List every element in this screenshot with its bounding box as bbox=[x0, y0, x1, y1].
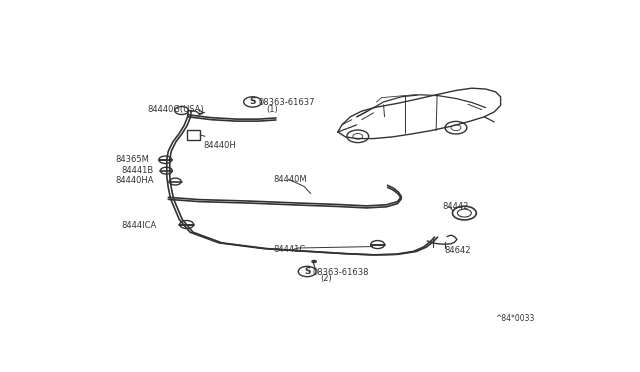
Text: 84440M: 84440M bbox=[273, 175, 307, 184]
Circle shape bbox=[312, 260, 317, 263]
Text: 84442: 84442 bbox=[442, 202, 468, 211]
Text: 84441B: 84441B bbox=[121, 166, 154, 174]
Text: 84440HA: 84440HA bbox=[116, 176, 154, 185]
Text: 84440H: 84440H bbox=[203, 141, 236, 150]
Text: 84365M: 84365M bbox=[116, 155, 150, 164]
Text: (2): (2) bbox=[321, 274, 332, 283]
Text: 84642: 84642 bbox=[445, 246, 471, 255]
Text: S: S bbox=[250, 97, 256, 106]
Text: S: S bbox=[304, 267, 310, 276]
Text: 08363-61637: 08363-61637 bbox=[259, 98, 315, 107]
Text: 8444ICA: 8444ICA bbox=[121, 221, 156, 230]
Text: ^84*0033: ^84*0033 bbox=[495, 314, 535, 323]
Text: 84440G(USA): 84440G(USA) bbox=[147, 105, 204, 113]
Text: 08363-61638: 08363-61638 bbox=[312, 268, 369, 277]
Text: (1): (1) bbox=[266, 105, 278, 113]
Text: 84441C: 84441C bbox=[273, 245, 306, 254]
FancyBboxPatch shape bbox=[187, 130, 200, 140]
